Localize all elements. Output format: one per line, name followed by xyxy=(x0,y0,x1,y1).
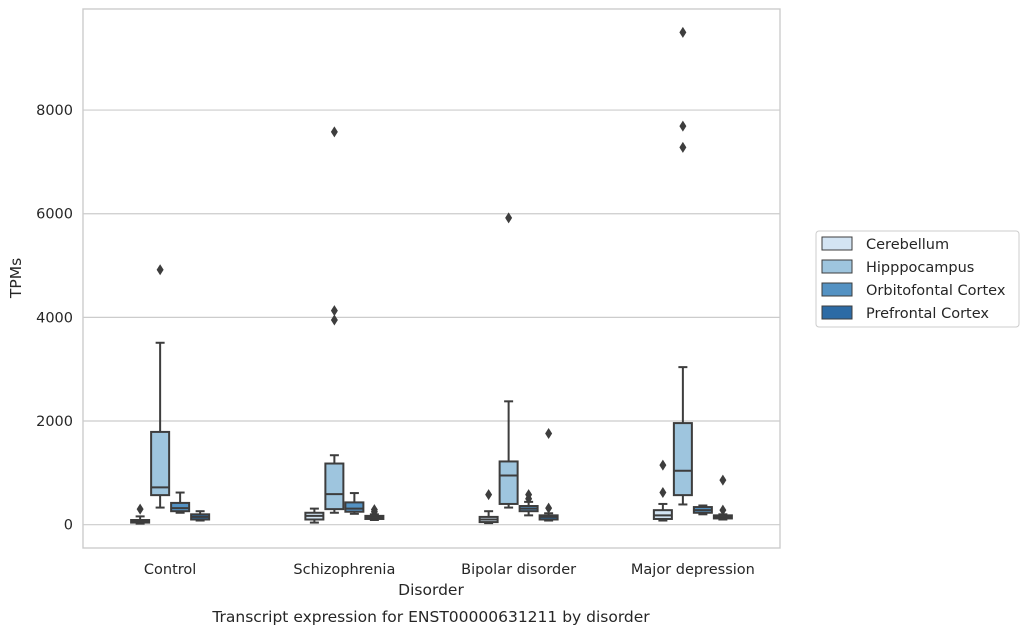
legend-frame xyxy=(815,230,1020,328)
box-orbitofontal-cortex-3 xyxy=(518,489,539,517)
legend-swatch xyxy=(821,236,853,251)
box-prefrontal-cortex-4 xyxy=(712,474,733,521)
box-hipppocampus-4 xyxy=(672,26,693,506)
y-tick-label: 4000 xyxy=(36,310,73,326)
box-orbitofontal-cortex-4 xyxy=(692,504,713,516)
outlier-point xyxy=(330,314,338,326)
x-tick-label: Schizophrenia xyxy=(293,562,395,578)
outlier-point xyxy=(679,26,687,38)
outlier-point xyxy=(659,459,667,471)
outlier-point xyxy=(679,141,687,153)
legend-label: Prefrontal Cortex xyxy=(866,306,989,322)
outlier-point xyxy=(545,502,553,514)
outlier-point xyxy=(505,212,513,224)
box-iqr xyxy=(498,460,519,505)
outlier-point xyxy=(525,489,533,501)
outlier-point xyxy=(659,487,667,499)
box-orbitofontal-cortex-2 xyxy=(344,492,365,515)
outlier-point xyxy=(719,474,727,486)
box-cerebellum-2 xyxy=(304,507,325,524)
y-tick-label: 2000 xyxy=(36,414,73,430)
box-iqr xyxy=(324,462,345,511)
plot-frame xyxy=(82,8,781,549)
legend-label: Hipppocampus xyxy=(866,260,974,276)
outlier-point xyxy=(485,489,493,501)
y-tick-label: 8000 xyxy=(36,103,73,119)
box-cerebellum-1 xyxy=(130,503,151,525)
outlier-point xyxy=(679,120,687,132)
box-prefrontal-cortex-1 xyxy=(190,510,211,522)
box-orbitofontal-cortex-1 xyxy=(170,491,191,514)
legend: Cerebellum Hipppocampus Orbitofontal Corte… xyxy=(815,230,1020,328)
box-prefrontal-cortex-2 xyxy=(364,504,385,522)
outlier-point xyxy=(330,126,338,138)
y-tick-label: 0 xyxy=(64,518,73,534)
outlier-point xyxy=(719,504,727,516)
chart-caption: Transcript expression for ENST0000063121… xyxy=(211,608,650,626)
x-tick-label: Bipolar disorder xyxy=(461,562,576,578)
x-tick-labels: Control Schizophrenia Bipolar disorder Majo… xyxy=(144,562,755,578)
x-tick-label: Major depression xyxy=(631,562,755,578)
legend-swatch xyxy=(821,259,853,274)
box-hipppocampus-1 xyxy=(150,264,171,509)
outlier-point xyxy=(156,264,164,276)
legend-swatch xyxy=(821,282,853,297)
x-axis-label: Disorder xyxy=(398,581,464,599)
outlier-point xyxy=(330,305,338,317)
legend-label: Cerebellum xyxy=(866,237,949,253)
legend-swatch xyxy=(821,305,853,320)
box-hipppocampus-2 xyxy=(324,126,345,514)
box-prefrontal-cortex-3 xyxy=(538,427,559,522)
outlier-point xyxy=(545,427,553,439)
x-tick-label: Control xyxy=(144,562,196,578)
box-iqr xyxy=(344,501,365,513)
box-groups xyxy=(130,26,733,525)
box-cerebellum-3 xyxy=(478,489,499,525)
box-iqr xyxy=(150,430,171,497)
outlier-point xyxy=(136,503,144,515)
box-hipppocampus-3 xyxy=(498,212,519,509)
y-axis-label: TPMs xyxy=(7,258,25,299)
box-cerebellum-4 xyxy=(652,459,673,522)
box-iqr xyxy=(170,501,191,513)
legend-label: Orbitofontal Cortex xyxy=(866,283,1006,299)
y-tick-labels: 0 2000 4000 6000 8000 xyxy=(36,103,73,534)
box-iqr xyxy=(672,422,693,497)
gridlines xyxy=(83,109,780,526)
y-tick-label: 6000 xyxy=(36,207,73,223)
outlier-point xyxy=(370,504,378,516)
